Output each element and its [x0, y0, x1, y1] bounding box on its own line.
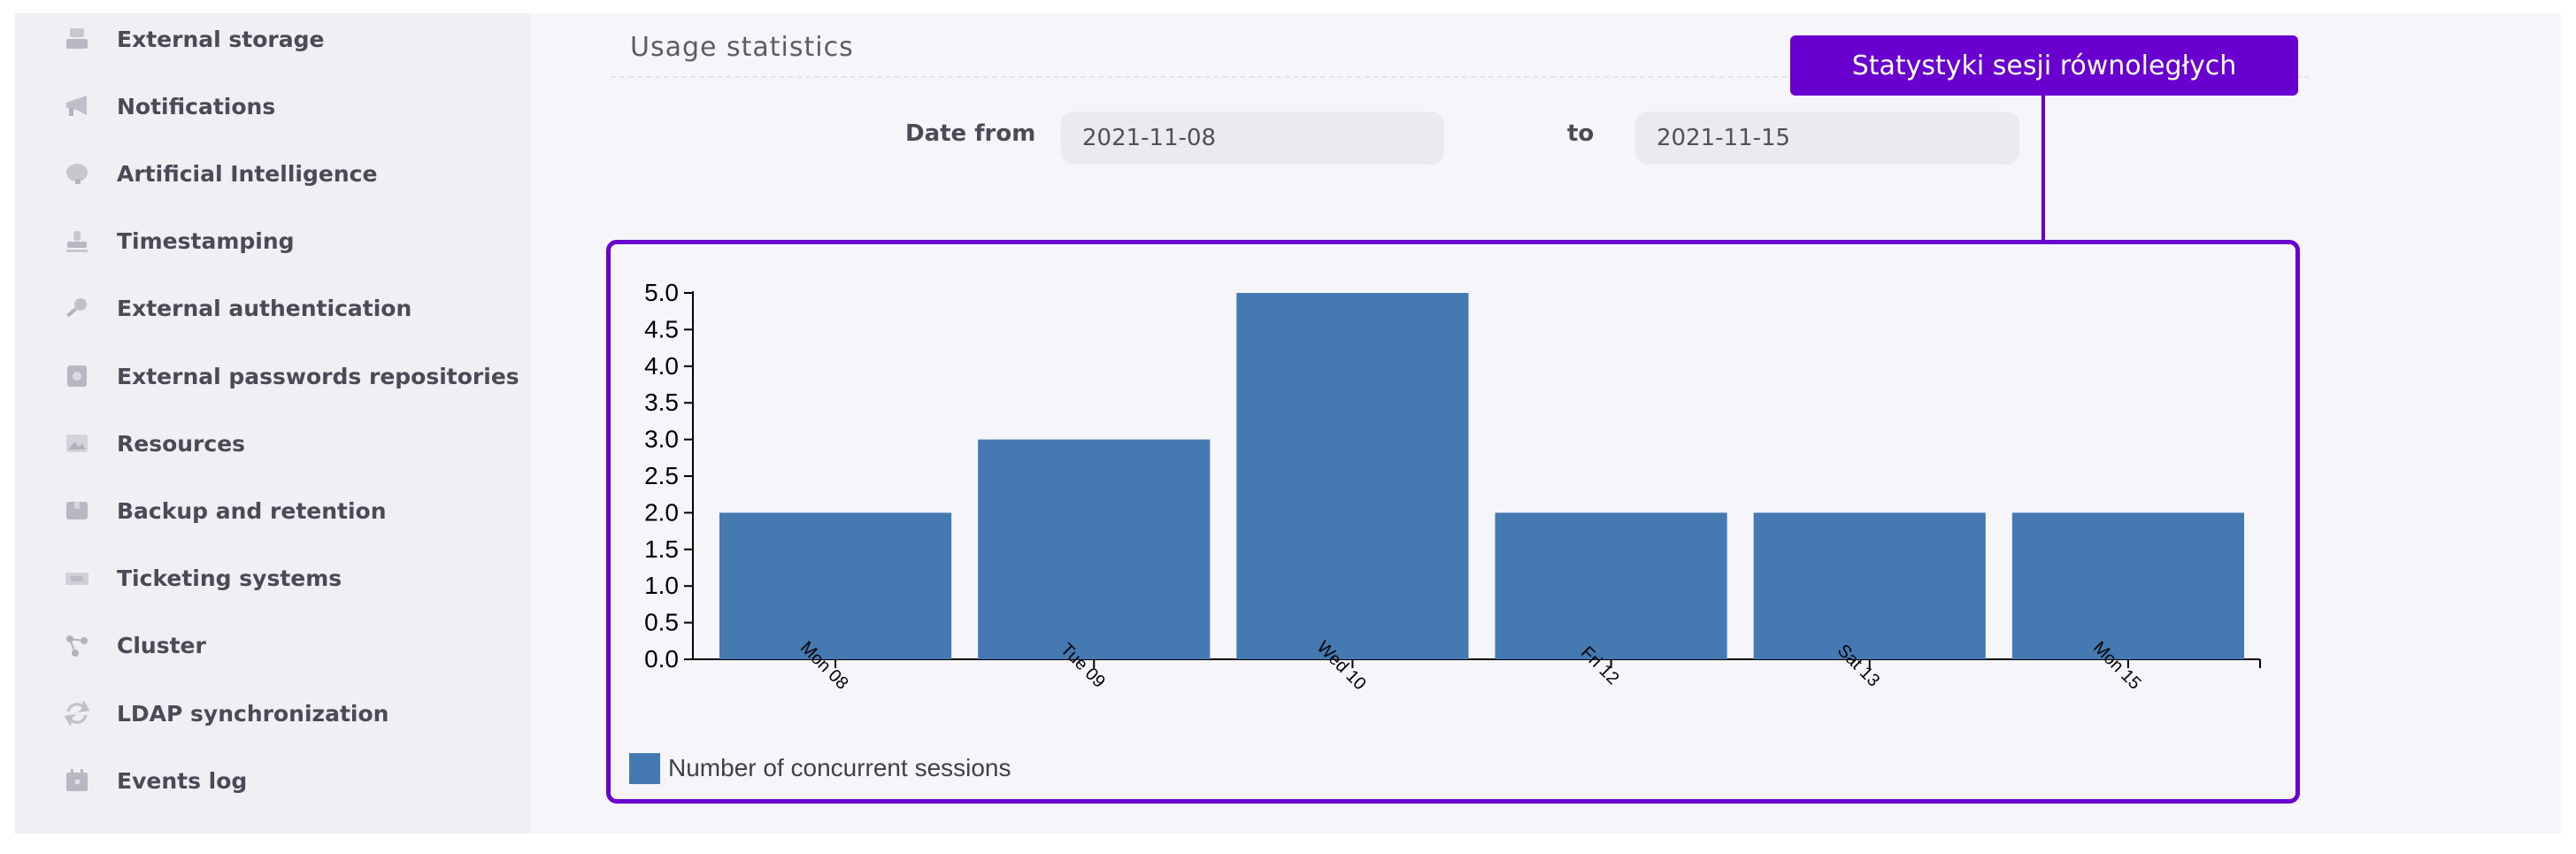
- y-tick-label: 2.5: [644, 462, 679, 489]
- bar-fri-12: [1495, 512, 1727, 659]
- y-tick-label: 2.0: [644, 498, 679, 526]
- sidebar-item-label: Resources: [117, 430, 246, 457]
- y-tick-label: 3.5: [644, 389, 679, 416]
- date-from-input[interactable]: 2021-11-08: [1061, 112, 1444, 165]
- sidebar-item-timestamping[interactable]: Timestamping: [0, 215, 516, 268]
- sidebar-item-external-authentication[interactable]: External authentication: [0, 282, 516, 335]
- stamp-icon: [64, 228, 90, 255]
- sidebar-item-label: Backup and retention: [117, 497, 387, 524]
- legend-label: Number of concurrent sessions: [668, 754, 1011, 781]
- sidebar-item-label: Events log: [117, 767, 248, 794]
- bar-tue-09: [978, 439, 1211, 659]
- date-to-input[interactable]: 2021-11-15: [1635, 112, 2019, 165]
- y-tick-label: 0.5: [644, 609, 679, 636]
- y-tick-label: 1.0: [644, 572, 679, 599]
- megaphone-icon: [64, 93, 90, 119]
- ticket-icon: [64, 565, 90, 592]
- page-title: Usage statistics: [630, 32, 854, 63]
- image-icon: [64, 430, 90, 457]
- sidebar: [15, 13, 531, 834]
- date-to-label: to: [1567, 120, 1595, 147]
- y-tick-label: 1.5: [644, 535, 679, 563]
- sidebar-item-notifications[interactable]: Notifications: [0, 80, 516, 133]
- bar-wed-10: [1236, 293, 1469, 659]
- sidebar-item-label: Ticketing systems: [117, 565, 342, 592]
- y-tick-label: 3.0: [644, 426, 679, 453]
- sidebar-item-label: External storage: [117, 26, 325, 52]
- sidebar-item-label: External authentication: [117, 296, 412, 322]
- sidebar-item-label: Cluster: [117, 633, 206, 659]
- calendar-icon: [64, 767, 90, 794]
- callout-connector: [2042, 96, 2045, 240]
- sidebar-item-label: External passwords repositories: [117, 363, 519, 389]
- callout-label: Statystyki sesji równoległych: [1790, 35, 2298, 96]
- sidebar-item-ldap-synchronization[interactable]: LDAP synchronization: [0, 687, 516, 740]
- sidebar-item-external-storage[interactable]: External storage: [0, 12, 516, 65]
- legend-swatch: [629, 753, 660, 784]
- y-tick-label: 5.0: [644, 279, 679, 306]
- sidebar-item-label: LDAP synchronization: [117, 700, 389, 727]
- chart-highlight-frame: [606, 240, 2300, 804]
- y-tick-label: 4.0: [644, 352, 679, 380]
- brain-icon: [64, 160, 90, 187]
- bar-mon-15: [2011, 512, 2244, 659]
- y-tick-label: 4.5: [644, 315, 679, 342]
- sidebar-item-label: Artificial Intelligence: [117, 160, 378, 187]
- bar-mon-08: [719, 512, 952, 659]
- date-from-label: Date from: [905, 120, 1036, 147]
- sidebar-item-events-log[interactable]: Events log: [0, 754, 516, 807]
- sidebar-item-external-passwords-repositories[interactable]: External passwords repositories: [0, 350, 519, 403]
- sidebar-item-label: Timestamping: [117, 228, 295, 255]
- title-divider: [611, 76, 2310, 78]
- sidebar-item-cluster[interactable]: Cluster: [0, 619, 516, 673]
- sync-icon: [64, 700, 90, 727]
- sidebar-item-resources[interactable]: Resources: [0, 417, 516, 470]
- key-icon: [64, 296, 90, 322]
- cluster-icon: [64, 633, 90, 659]
- storage-icon: [64, 26, 90, 52]
- sidebar-item-artificial-intelligence[interactable]: Artificial Intelligence: [0, 147, 516, 200]
- archive-icon: [64, 497, 90, 524]
- sidebar-item-backup-and-retention[interactable]: Backup and retention: [0, 484, 516, 537]
- sidebar-item-ticketing-systems[interactable]: Ticketing systems: [0, 552, 516, 605]
- y-tick-label: 0.0: [644, 645, 679, 673]
- bar-sat-13: [1753, 512, 1986, 659]
- safe-icon: [64, 363, 90, 389]
- sidebar-item-label: Notifications: [117, 93, 276, 119]
